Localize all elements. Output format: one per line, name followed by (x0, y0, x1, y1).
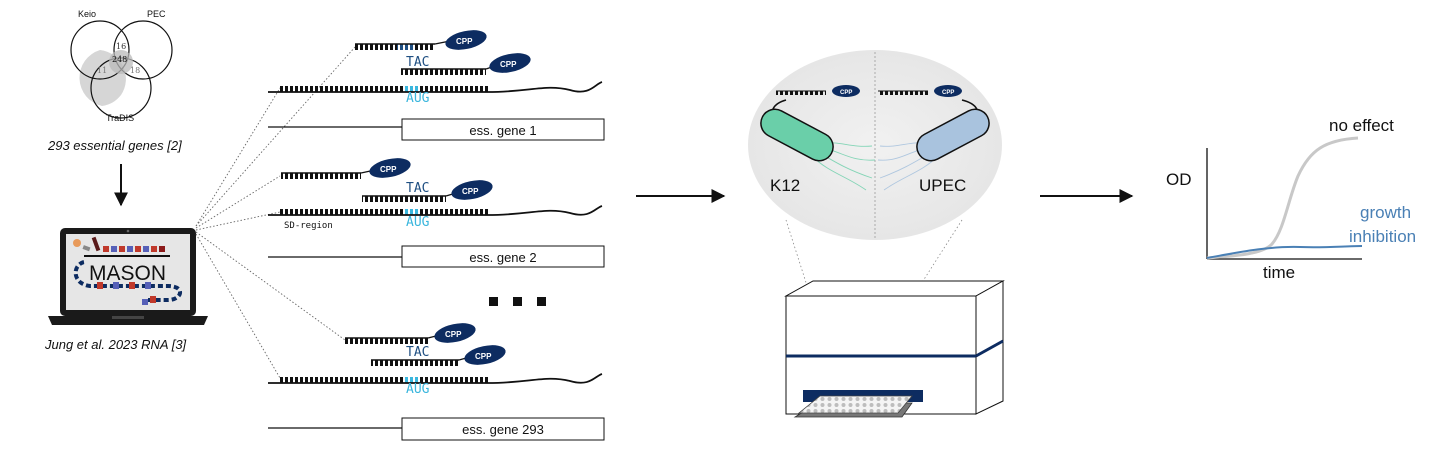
codon-tac: TAC (406, 55, 429, 70)
bacteria-circle: CPP CPP K12 UPEC (748, 50, 1002, 240)
aso-bound (401, 69, 486, 75)
construct-group-2: CPP TAC CPP SD-region AUG ess. gene 2 (268, 158, 605, 268)
ellipsis (489, 297, 546, 306)
laptop-connector-lines (195, 46, 356, 379)
laptop-icon: MASON (48, 228, 208, 325)
gene-label-293: ess. gene 293 (462, 422, 544, 437)
cpp-label: CPP (500, 60, 517, 69)
no-effect-label: no effect (1329, 116, 1394, 135)
aso-free (355, 44, 435, 50)
cpp-label: CPP (456, 37, 473, 46)
cpp-label: CPP (462, 187, 479, 196)
inhibition-label-1: growth (1360, 203, 1411, 222)
x-axis-label: time (1263, 263, 1295, 282)
venn-count-all: 248 (112, 55, 127, 64)
venn-label-keio: Keio (78, 9, 96, 19)
laptop-screen-title: MASON (89, 262, 166, 285)
gene-box-293 (401, 417, 605, 441)
venn-count-pec-tradis: 18 (130, 66, 140, 75)
inhibition-curve (1206, 245, 1363, 259)
gene-box-1 (401, 118, 605, 141)
mason-logo-graphic (73, 236, 182, 305)
venn-label-pec: PEC (147, 9, 166, 19)
construct-group-1: CPP TAC CPP AUG ess. gene 1 (268, 30, 605, 141)
cpp-tag (445, 30, 487, 50)
cpp-label: CPP (445, 330, 462, 339)
venn-label-tradis: TraDIS (106, 113, 134, 123)
citation: Jung et al. 2023 RNA [3] (44, 337, 187, 352)
venn-circle-pec (113, 20, 173, 80)
venn-count-keio-pec: 16 (116, 42, 126, 51)
k12-bacterium (760, 108, 834, 162)
codon-tac: TAC (406, 181, 429, 196)
sd-region-label: SD-region (284, 221, 333, 231)
growth-plot: OD time no effect growth inhibition (1166, 116, 1416, 282)
no-effect-curve (1206, 136, 1359, 260)
plate-reader (784, 280, 1005, 415)
gene-label-1: ess. gene 1 (469, 123, 536, 138)
gene-box-2 (401, 245, 605, 268)
codon-aug: AUG (406, 382, 430, 397)
mrna (280, 86, 488, 92)
strain-upec: UPEC (919, 176, 966, 195)
codon-tac: TAC (406, 345, 429, 360)
cpp-label: CPP (942, 90, 954, 96)
upec-bacterium (916, 108, 990, 162)
inhibition-label-2: inhibition (1349, 227, 1416, 246)
venn-circle-keio (70, 20, 130, 80)
venn-diagram: Keio PEC TraDIS 16 248 11 18 (70, 9, 173, 123)
gene-label-2: ess. gene 2 (469, 250, 536, 265)
y-axis-label: OD (1166, 170, 1192, 189)
essential-genes-caption: 293 essential genes [2] (47, 138, 182, 153)
construct-group-3: CPP TAC CPP AUG ess. gene 293 (268, 323, 605, 441)
codon-aug: AUG (406, 215, 430, 230)
well-plate (793, 395, 913, 418)
codon-aug: AUG (406, 91, 430, 106)
cpp-tag (489, 53, 531, 73)
venn-count-keio-tradis: 11 (97, 66, 107, 75)
cpp-label: CPP (380, 165, 397, 174)
cpp-label: CPP (475, 352, 492, 361)
strain-k12: K12 (770, 176, 800, 195)
cpp-label: CPP (840, 90, 852, 96)
